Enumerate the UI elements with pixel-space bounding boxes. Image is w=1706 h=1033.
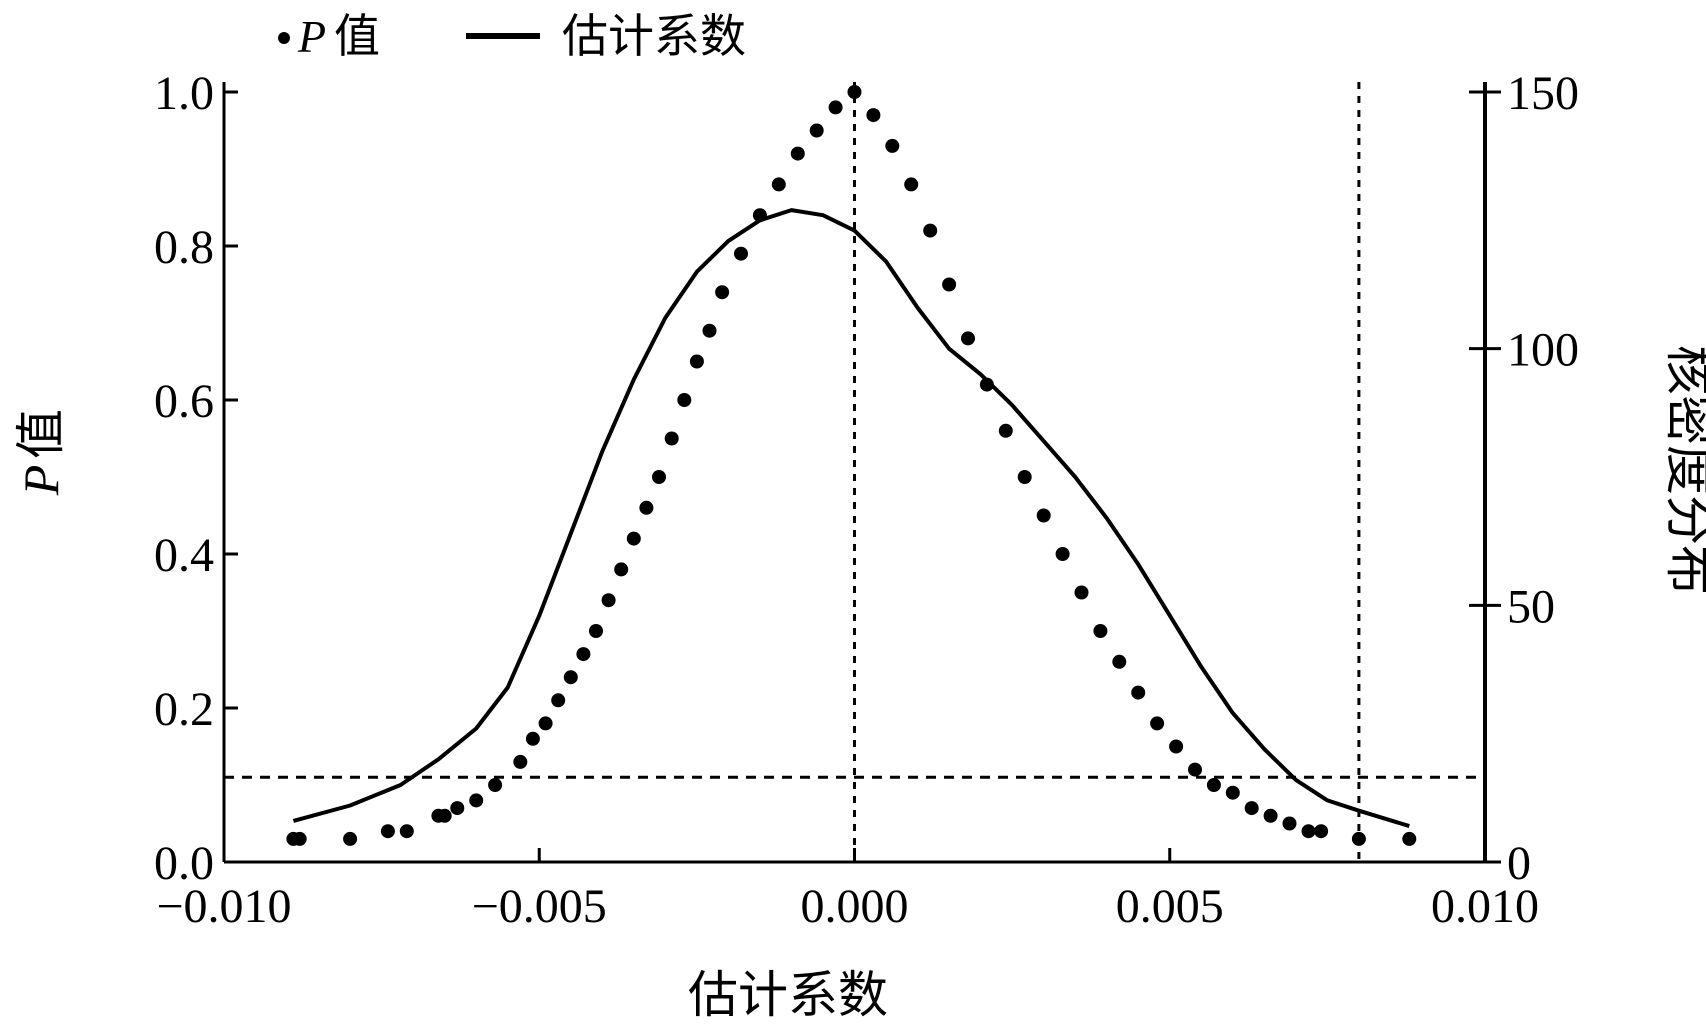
series-coefficient-density [292, 208, 1410, 829]
p-value-point [979, 377, 994, 392]
reference-lines [224, 82, 1485, 862]
p-value-point [1225, 785, 1240, 800]
y-left-tick-label: 1.0 [154, 67, 214, 120]
p-value-point [399, 824, 414, 839]
p-value-point [1402, 831, 1417, 846]
y-left-tick-label: 0.6 [154, 375, 214, 428]
p-value-point [639, 500, 654, 515]
p-value-point [1112, 654, 1127, 669]
p-value-point [677, 393, 692, 407]
p-value-point [1301, 824, 1316, 839]
y-right-tick-label: 150 [1507, 67, 1579, 120]
x-tick-label: −0.005 [472, 880, 607, 933]
p-value-point [923, 223, 938, 238]
y-right-tick-label: 100 [1507, 324, 1579, 377]
p-value-point [563, 670, 578, 685]
x-ticks: −0.010 −0.005 0.000 0.005 0.010 [156, 848, 1539, 933]
legend-label-p-value: 值 [334, 11, 380, 62]
y-axis-left-label-text: 值 [13, 409, 69, 459]
p-value-point [652, 470, 666, 484]
p-value-point [961, 331, 975, 346]
y-right-ticks: 0 50 100 150 [1469, 67, 1579, 890]
p-value-point [1093, 624, 1108, 638]
legend-label-p-value-italic: P [297, 11, 326, 62]
y-axis-left-label: P 值 [13, 409, 69, 496]
p-value-point [1351, 831, 1366, 846]
legend-marker-p-value [278, 32, 290, 44]
p-value-point [1263, 808, 1278, 823]
y-left-tick-label: 0.4 [154, 529, 214, 582]
p-value-point [450, 801, 465, 816]
x-tick-label: 0.005 [1116, 880, 1224, 933]
x-tick-label: 0.000 [801, 880, 909, 933]
legend-label-coefficient: 估计系数 [562, 11, 746, 62]
p-value-point [525, 731, 540, 746]
p-value-point [538, 716, 553, 731]
p-value-point [1188, 762, 1202, 777]
y-left-ticks: 0.0 0.2 0.4 0.6 0.8 1.0 [154, 67, 238, 890]
y-axis-left-label-italic: P [13, 465, 69, 497]
p-value-point [847, 85, 862, 99]
x-tick-label: 0.010 [1431, 880, 1539, 933]
y-right-tick-label: 0 [1507, 837, 1531, 890]
density-line [292, 208, 1410, 829]
p-value-point [1131, 685, 1146, 700]
p-value-point [885, 138, 900, 153]
legend: P 值 估计系数 [278, 11, 746, 62]
series-p-value [286, 85, 1417, 846]
p-value-point [771, 177, 786, 192]
p-value-point [343, 831, 358, 846]
p-value-point [1169, 739, 1184, 754]
y-right-tick-label: 50 [1507, 580, 1555, 633]
p-value-point [601, 593, 616, 608]
p-value-point [715, 285, 730, 300]
p-value-point [809, 123, 824, 138]
p-value-point [469, 793, 484, 808]
x-tick-label: −0.010 [156, 880, 291, 933]
x-axis-label: 估计系数 [688, 967, 888, 1023]
p-value-point [734, 246, 748, 261]
p-value-point [866, 108, 881, 123]
p-value-point [551, 693, 566, 708]
p-value-point [1314, 824, 1329, 839]
p-value-point [380, 824, 395, 839]
p-value-point [1017, 470, 1032, 484]
p-value-point [1036, 508, 1051, 523]
y-left-tick-label: 0.0 [154, 837, 214, 890]
p-value-point [626, 531, 641, 546]
p-value-point [942, 277, 957, 292]
p-value-point [589, 624, 603, 638]
y-axis-right-label: 核密度分布 [1661, 345, 1706, 595]
p-value-point [702, 323, 717, 338]
p-value-point [437, 808, 452, 823]
y-left-tick-label: 0.8 [154, 221, 214, 274]
p-value-point [1074, 585, 1089, 600]
p-value-point [614, 562, 629, 577]
p-value-point [1244, 801, 1259, 816]
p-value-point [1282, 816, 1297, 831]
p-value-point [513, 754, 528, 769]
p-value-point [998, 423, 1013, 438]
y-left-tick-label: 0.2 [154, 683, 214, 736]
p-value-point [1150, 716, 1165, 731]
p-value-point [1206, 778, 1221, 792]
p-value-point [790, 146, 805, 161]
p-value-point [904, 177, 919, 192]
p-value-point [576, 647, 591, 662]
p-value-point [664, 431, 679, 446]
p-value-point [292, 831, 307, 846]
p-value-point [488, 778, 503, 792]
p-value-point [828, 100, 843, 115]
p-value-point [689, 354, 704, 369]
p-value-point [1055, 547, 1070, 561]
p-value-point [752, 208, 767, 223]
